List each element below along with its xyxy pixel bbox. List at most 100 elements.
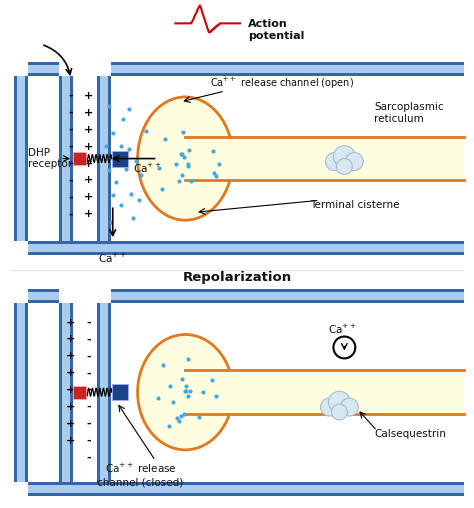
Bar	[108, 303, 111, 482]
Text: -: -	[87, 385, 91, 395]
Text: +: +	[84, 193, 93, 202]
Circle shape	[320, 398, 338, 416]
Bar	[73, 152, 86, 165]
Bar	[28, 482, 464, 496]
Text: +: +	[66, 368, 76, 378]
Bar	[59, 76, 62, 241]
Text: -: -	[69, 142, 73, 151]
Text: +: +	[84, 209, 93, 219]
Text: -: -	[87, 334, 91, 344]
Text: Ca$^{++}$: Ca$^{++}$	[99, 252, 127, 265]
Text: +: +	[84, 125, 93, 135]
Ellipse shape	[137, 97, 233, 220]
Bar	[28, 289, 59, 303]
Bar	[28, 73, 59, 76]
Bar	[112, 384, 128, 400]
Bar	[28, 62, 59, 65]
Bar	[97, 76, 111, 241]
Bar	[185, 370, 464, 414]
Bar	[25, 76, 28, 241]
Circle shape	[337, 158, 352, 174]
Bar	[111, 73, 464, 76]
Bar	[28, 62, 59, 76]
Bar	[111, 62, 464, 76]
Text: Ca$^{++}$: Ca$^{++}$	[328, 323, 356, 336]
Circle shape	[328, 391, 350, 413]
Text: +: +	[84, 108, 93, 118]
Bar	[28, 289, 59, 292]
Text: +: +	[84, 175, 93, 185]
Bar	[111, 300, 464, 303]
Bar	[14, 303, 17, 482]
Circle shape	[333, 336, 356, 358]
Bar	[14, 76, 17, 241]
Bar	[97, 303, 100, 482]
Bar	[14, 303, 28, 482]
Bar	[59, 76, 73, 241]
Text: Action
potential: Action potential	[248, 19, 304, 41]
Bar	[108, 76, 111, 241]
Text: +: +	[84, 142, 93, 151]
Text: Sarcoplasmic
reticulum: Sarcoplasmic reticulum	[374, 102, 444, 123]
Circle shape	[346, 152, 363, 171]
Text: -: -	[69, 193, 73, 202]
Text: -: -	[87, 368, 91, 378]
Bar	[14, 76, 28, 241]
Bar	[28, 493, 464, 496]
Bar	[59, 303, 62, 482]
Text: -: -	[87, 419, 91, 429]
Text: -: -	[69, 108, 73, 118]
Bar	[111, 62, 464, 65]
Text: +: +	[66, 402, 76, 412]
Bar	[59, 303, 73, 482]
Text: +: +	[84, 91, 93, 101]
Bar	[70, 303, 73, 482]
Text: -: -	[87, 453, 91, 463]
Bar	[111, 303, 464, 482]
Text: +: +	[66, 352, 76, 361]
Text: -: -	[87, 436, 91, 446]
Text: +: +	[66, 436, 76, 446]
Bar	[28, 303, 59, 482]
Circle shape	[333, 146, 356, 168]
Bar	[28, 482, 464, 485]
Bar	[97, 76, 100, 241]
Bar	[185, 137, 464, 180]
Bar	[28, 241, 464, 255]
Text: Ca$^{++}$: Ca$^{++}$	[133, 162, 161, 175]
Bar	[28, 241, 464, 244]
Ellipse shape	[137, 335, 233, 450]
Bar	[97, 303, 111, 482]
Bar	[70, 76, 73, 241]
Text: -: -	[69, 209, 73, 219]
Text: +: +	[66, 385, 76, 395]
Text: -: -	[69, 91, 73, 101]
Text: -: -	[87, 318, 91, 328]
Circle shape	[340, 398, 358, 416]
Bar	[73, 76, 97, 241]
Text: -: -	[69, 175, 73, 185]
Text: Calsequestrin: Calsequestrin	[374, 429, 446, 439]
Text: +: +	[84, 158, 93, 169]
Bar	[73, 303, 97, 482]
Text: -: -	[69, 158, 73, 169]
Bar	[28, 76, 59, 241]
Bar	[111, 76, 464, 241]
Bar	[28, 252, 464, 255]
Bar	[111, 289, 464, 292]
Text: Repolarization: Repolarization	[182, 271, 292, 284]
Text: -: -	[87, 352, 91, 361]
Circle shape	[326, 152, 343, 171]
Circle shape	[331, 404, 347, 420]
Text: -: -	[69, 125, 73, 135]
Bar	[25, 303, 28, 482]
Bar	[112, 150, 128, 167]
Bar	[28, 300, 59, 303]
Text: +: +	[66, 419, 76, 429]
Text: +: +	[66, 334, 76, 344]
Text: Terminal cisterne: Terminal cisterne	[310, 200, 399, 210]
Text: Ca$^{++}$ release
channel (closed): Ca$^{++}$ release channel (closed)	[98, 462, 184, 487]
Text: +: +	[66, 318, 76, 328]
Text: DHP
receptor: DHP receptor	[28, 148, 73, 169]
Bar	[73, 386, 86, 399]
